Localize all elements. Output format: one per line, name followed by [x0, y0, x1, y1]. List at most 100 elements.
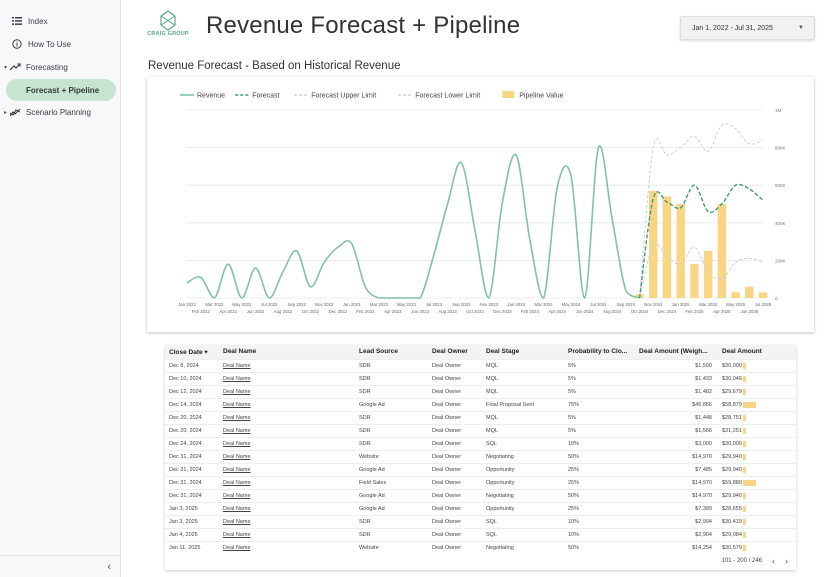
table-row[interactable]: Dec 8, 2024 Deal Name SDR Deal Owner MQL 5% $1… [165, 358, 796, 372]
deal-name-text[interactable]: Deal Name [223, 362, 251, 369]
legend-label: Forecast Lower Limit [415, 93, 480, 100]
table-cell: Deal Owner [428, 475, 482, 489]
sidebar-item-index[interactable]: Index [0, 10, 121, 32]
column-header[interactable]: Deal Stage [482, 345, 564, 359]
table-cell-deal-amount: $30,419 [718, 514, 796, 528]
table-cell: Deal Owner [428, 358, 482, 372]
sidebar-item-how-to-use[interactable]: How To Use [0, 33, 121, 55]
deal-name-link[interactable]: Deal Name [219, 475, 355, 489]
next-page-button[interactable]: › [785, 556, 788, 566]
chevron-down-icon[interactable]: ▾ [4, 64, 8, 71]
table-row[interactable]: Dec 10, 2024 Deal Name SDR Deal Owner MQL 5% $… [165, 371, 796, 385]
deal-name-text[interactable]: Deal Name [223, 544, 251, 551]
x-tick-label: Dec 2024 [658, 309, 677, 314]
deal-name-link[interactable]: Deal Name [219, 423, 355, 437]
x-tick-label: Oct 2022 [302, 309, 320, 314]
column-header[interactable]: Deal Amount (Weigh... [635, 345, 718, 359]
deal-name-link[interactable]: Deal Name [219, 397, 355, 411]
table-cell-deal-amount: $30,000 [718, 436, 796, 450]
x-tick-label: May 2023 [397, 302, 416, 307]
deal-name-text[interactable]: Deal Name [223, 453, 251, 460]
deals-table: Close Date ▾ Deal Name Lead Source Deal Own… [165, 345, 796, 554]
deal-name-text[interactable]: Deal Name [223, 466, 251, 473]
table-row[interactable]: Dec 14, 2024 Deal Name Google Ad Deal Owner… [165, 397, 796, 411]
deal-name-text[interactable]: Deal Name [223, 440, 251, 447]
table-cell-deal-amount: $30,579 [718, 540, 796, 554]
trending-up-icon [9, 61, 21, 73]
column-header[interactable]: Probability to Clo... [564, 345, 635, 359]
x-tick-label: Jul 2025 [755, 302, 772, 307]
previous-page-button[interactable]: ‹ [772, 556, 775, 566]
table-header-row: Close Date ▾ Deal Name Lead Source Deal Own… [165, 345, 796, 359]
table-row[interactable]: Jan 3, 2025 Deal Name Google Ad Deal Owner O… [165, 501, 796, 515]
deal-name-text[interactable]: Deal Name [223, 414, 251, 421]
deal-name-link[interactable]: Deal Name [219, 358, 355, 372]
deal-name-link[interactable]: Deal Name [219, 410, 355, 424]
table-row[interactable]: Jan 3, 2025 Deal Name SDR Deal Owner SQL 10% $… [165, 514, 796, 528]
deal-name-text[interactable]: Deal Name [223, 518, 251, 525]
column-header[interactable]: Deal Owner [428, 345, 482, 359]
collapse-sidebar-button[interactable]: ‹ [0, 555, 121, 577]
deal-name-text[interactable]: Deal Name [223, 401, 251, 408]
table-cell: 5% [564, 384, 635, 398]
table-cell-deal-amount: $29,084 [718, 527, 796, 541]
deal-name-link[interactable]: Deal Name [219, 488, 355, 502]
column-header[interactable]: Deal Amount [718, 345, 796, 359]
date-range-selector[interactable]: Jan 1, 2022 - Jul 31, 2025 ▼ [680, 16, 815, 40]
table-row[interactable]: Jan 11, 2025 Deal Name Website Deal Owner Ne… [165, 540, 796, 554]
table-row[interactable]: Dec 31, 2024 Deal Name Google Ad Deal Owner… [165, 462, 796, 476]
deal-name-link[interactable]: Deal Name [219, 371, 355, 385]
deal-amount-bar [742, 544, 746, 551]
deal-name-link[interactable]: Deal Name [219, 449, 355, 463]
chevron-right-icon[interactable]: ▸ [4, 109, 8, 116]
table-row[interactable]: Dec 31, 2024 Deal Name Website Deal Owner Ne… [165, 449, 796, 463]
table-cell: Dec 31, 2024 [165, 475, 219, 489]
table-cell: MQL [482, 384, 564, 398]
table-cell: Deal Owner [428, 462, 482, 476]
deal-name-text[interactable]: Deal Name [223, 427, 251, 434]
sidebar-item-scenario-planning[interactable]: ▸ Scenario Planning [0, 101, 121, 123]
deal-name-text[interactable]: Deal Name [223, 375, 251, 382]
table-cell: Dec 14, 2024 [165, 397, 219, 411]
table-cell: Dec 10, 2024 [165, 371, 219, 385]
sidebar-item-forecasting[interactable]: ▾ Forecasting [0, 56, 121, 78]
column-header[interactable]: Deal Name [219, 345, 355, 359]
column-header[interactable]: Close Date ▾ [165, 345, 219, 359]
table-row[interactable]: Jan 4, 2025 Deal Name SDR Deal Owner SQL 10% $… [165, 527, 796, 541]
legend-label: Revenue [197, 93, 225, 100]
table-row[interactable]: Dec 31, 2024 Deal Name Field Sales Deal Own… [165, 475, 796, 489]
deal-name-text[interactable]: Deal Name [223, 531, 251, 538]
table-row[interactable]: Dec 24, 2024 Deal Name SDR Deal Owner SQL 10%… [165, 436, 796, 450]
deal-name-link[interactable]: Deal Name [219, 462, 355, 476]
deal-name-link[interactable]: Deal Name [219, 527, 355, 541]
sidebar-item-forecast-pipeline[interactable]: Forecast + Pipeline [6, 79, 116, 101]
table-cell: Jan 3, 2025 [165, 514, 219, 528]
table-cell: Opportunity [482, 501, 564, 515]
table-cell: Final Proposal Sent [482, 397, 564, 411]
table-row[interactable]: Dec 20, 2024 Deal Name SDR Deal Owner MQL 5% $… [165, 410, 796, 424]
deal-name-text[interactable]: Deal Name [223, 479, 251, 486]
deal-amount-value: $30,419 [722, 518, 742, 525]
table-cell-deal-amount: $29,679 [718, 384, 796, 398]
column-header[interactable]: Lead Source [355, 345, 428, 359]
table-row[interactable]: Dec 12, 2024 Deal Name SDR Deal Owner MQL 5% $… [165, 384, 796, 398]
deal-name-link[interactable]: Deal Name [219, 501, 355, 515]
table-cell-deal-amount: $29,940 [718, 488, 796, 502]
table-cell: 5% [564, 358, 635, 372]
deal-amount-value: $30,000 [722, 440, 742, 447]
table-row[interactable]: Dec 20, 2024 Deal Name SDR Deal Owner MQL 5% $… [165, 423, 796, 437]
deal-name-link[interactable]: Deal Name [219, 384, 355, 398]
deal-name-link[interactable]: Deal Name [219, 540, 355, 554]
deal-name-link[interactable]: Deal Name [219, 436, 355, 450]
deal-name-text[interactable]: Deal Name [223, 505, 251, 512]
pipeline-bar [745, 286, 754, 298]
deal-name-text[interactable]: Deal Name [223, 492, 251, 499]
deal-name-text[interactable]: Deal Name [223, 388, 251, 395]
x-tick-label: Nov 2023 [480, 302, 499, 307]
deal-amount-bar [742, 440, 746, 447]
deal-amount-bar [742, 453, 746, 460]
table-row[interactable]: Dec 31, 2024 Deal Name Google Ad Deal Owner… [165, 488, 796, 502]
x-tick-label: Jun 2025 [740, 309, 758, 314]
table-cell: Deal Owner [428, 501, 482, 515]
deal-name-link[interactable]: Deal Name [219, 514, 355, 528]
